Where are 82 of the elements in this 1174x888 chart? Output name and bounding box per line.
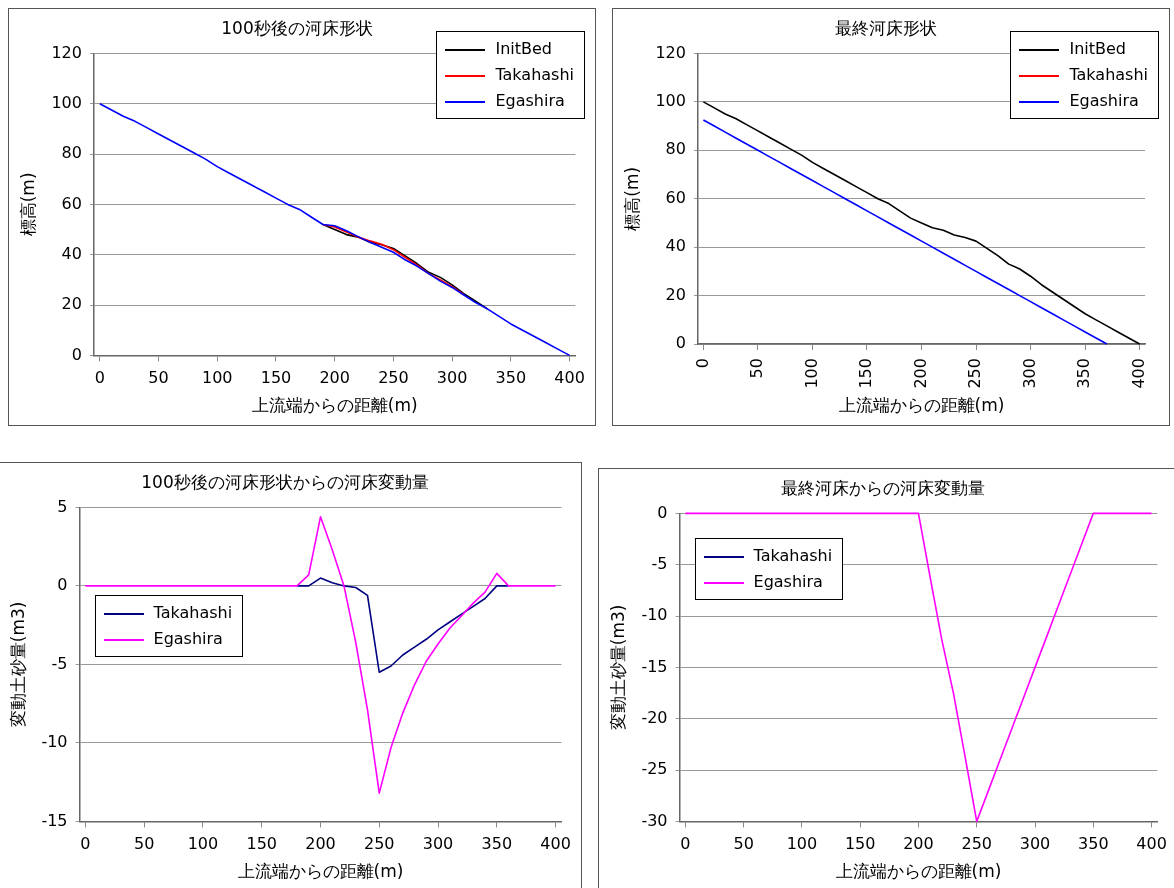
x-tick-label: 350 [1078,834,1109,854]
x-tick-label: 300 [1019,358,1039,389]
x-tick-label: 50 [134,834,155,854]
legend-label: InitBed [1069,39,1126,59]
y-tick-label: 5 [57,496,68,516]
y-tick-label: 0 [675,333,686,353]
x-tick-label: 250 [961,834,993,854]
y-axis-title: 標高(m) [17,172,38,237]
y-tick-label: -15 [41,810,68,830]
x-tick-label: 400 [554,368,585,388]
x-tick-label: 200 [319,368,350,388]
x-axis-title: 上流端からの距離(m) [835,861,1002,882]
x-axis-title: 上流端からの距離(m) [237,861,404,882]
y-tick-label: -20 [641,707,668,727]
x-tick-label: 100 [786,834,818,854]
chart-title: 最終河床形状 [835,17,937,38]
legend-label: Takahashi [753,546,833,566]
x-tick-label: 350 [481,834,513,854]
y-tick-label: 0 [657,502,668,522]
y-tick-label: 0 [57,575,68,595]
x-tick-label: 250 [378,368,409,388]
x-tick-label: 350 [1074,358,1094,389]
legend-label: Egashira [1069,91,1139,111]
x-tick-label: 0 [94,368,105,388]
legend-label: InitBed [495,39,552,59]
x-tick-label: 150 [844,834,876,854]
x-axis-title: 上流端からの距離(m) [838,395,1005,416]
y-tick-label: -5 [51,653,68,673]
x-tick-label: 100 [801,358,821,389]
x-tick-label: 300 [436,368,468,388]
x-tick-label: 100 [187,834,219,854]
y-tick-label: -10 [641,605,668,625]
legend-label: Egashira [753,572,823,592]
x-tick-label: 0 [692,358,712,369]
chart-title: 100秒後の河床形状からの河床変動量 [141,471,429,492]
y-tick-label: 120 [655,42,686,62]
y-tick-label: 100 [51,92,82,112]
legend-label: Egashira [495,91,565,111]
y-tick-label: -5 [651,553,668,573]
y-tick-label: 120 [51,42,82,62]
y-tick-label: 80 [61,143,82,163]
legend-label: Takahashi [495,65,574,85]
y-tick-label: 40 [61,243,82,263]
x-tick-label: 300 [1019,834,1051,854]
x-tick-label: 150 [260,368,292,388]
x-tick-label: 200 [910,358,930,389]
x-axis-title: 上流端からの距離(m) [251,395,418,416]
x-tick-label: 100 [201,368,233,388]
y-tick-label: 60 [665,187,686,207]
x-tick-label: 400 [1128,358,1148,389]
legend-label: Egashira [153,629,223,649]
y-axis-title: 変動土砂量(m3) [7,601,28,728]
x-tick-label: 50 [148,368,169,388]
x-tick-label: 250 [965,358,985,389]
y-tick-label: 60 [61,193,82,213]
legend-label: Takahashi [153,603,233,623]
x-tick-label: 50 [733,834,754,854]
y-tick-label: 0 [71,344,82,364]
x-tick-label: 50 [747,358,767,379]
y-tick-label: 40 [665,236,686,256]
y-tick-label: 20 [61,294,82,314]
x-tick-label: 150 [246,834,277,854]
y-tick-label: 80 [665,139,686,159]
chart-title: 最終河床からの河床変動量 [781,477,985,498]
x-tick-label: 200 [903,834,934,854]
y-tick-label: -10 [41,732,68,752]
y-tick-label: -15 [641,656,668,676]
y-tick-label: -30 [641,810,668,830]
x-tick-label: 400 [540,834,571,854]
x-tick-label: 300 [422,834,454,854]
x-tick-label: 350 [495,368,527,388]
x-tick-label: 150 [856,358,876,389]
x-tick-label: 250 [363,834,395,854]
legend-label: Takahashi [1069,65,1148,85]
y-tick-label: 20 [665,284,686,304]
y-tick-label: -25 [641,759,668,779]
x-tick-label: 400 [1136,834,1167,854]
x-tick-label: 200 [305,834,336,854]
y-axis-title: 変動土砂量(m3) [607,604,628,731]
chart-title: 100秒後の河床形状 [221,17,373,38]
y-axis-title: 標高(m) [621,166,642,231]
y-tick-label: 100 [655,91,686,110]
